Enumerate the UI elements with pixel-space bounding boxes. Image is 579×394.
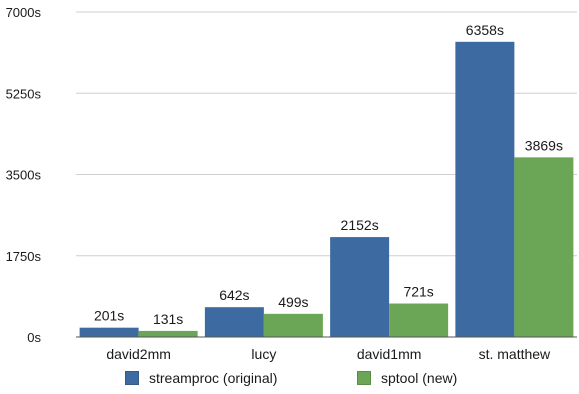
bar-sptool bbox=[138, 330, 198, 337]
data-labels: 201s 131s 642s 499s 2152s 721s 6358s 3869s bbox=[94, 22, 563, 327]
data-label: 721s bbox=[403, 284, 433, 300]
data-label: 201s bbox=[94, 308, 124, 324]
x-tick-label: david1mm bbox=[357, 346, 422, 362]
legend-label-sptool: sptool (new) bbox=[381, 370, 458, 386]
bar-streamproc bbox=[330, 237, 390, 337]
data-label: 3869s bbox=[525, 137, 563, 153]
bar-streamproc bbox=[79, 327, 139, 337]
bars bbox=[79, 41, 574, 338]
bar-streamproc bbox=[204, 307, 264, 337]
data-label: 131s bbox=[153, 311, 183, 327]
legend: streamproc (original) sptool (new) bbox=[0, 370, 579, 392]
x-tick-label: st. matthew bbox=[479, 346, 551, 362]
x-tick-label: david2mm bbox=[106, 346, 171, 362]
y-tick-label: 0s bbox=[27, 330, 41, 345]
x-axis-ticks: david2mm lucy david1mm st. matthew bbox=[106, 346, 551, 362]
legend-item-sptool: sptool (new) bbox=[357, 370, 457, 386]
y-tick-label: 5250s bbox=[6, 86, 42, 101]
legend-swatch-streamproc bbox=[125, 371, 139, 385]
legend-item-streamproc: streamproc (original) bbox=[125, 370, 277, 386]
x-tick-label: lucy bbox=[251, 346, 276, 362]
data-label: 499s bbox=[278, 294, 308, 310]
y-tick-label: 7000s bbox=[6, 5, 42, 20]
legend-swatch-sptool bbox=[357, 371, 371, 385]
bar-sptool bbox=[514, 157, 574, 337]
bar-sptool bbox=[263, 313, 323, 337]
bar-sptool bbox=[389, 303, 449, 337]
data-label: 2152s bbox=[341, 217, 379, 233]
data-label: 6358s bbox=[466, 22, 504, 38]
legend-label-streamproc: streamproc (original) bbox=[149, 370, 278, 386]
y-tick-label: 3500s bbox=[6, 168, 42, 183]
y-axis-ticks: 0s 1750s 3500s 5250s 7000s bbox=[6, 5, 42, 345]
data-label: 642s bbox=[219, 287, 249, 303]
y-tick-label: 1750s bbox=[6, 249, 42, 264]
bar-streamproc bbox=[455, 41, 515, 338]
